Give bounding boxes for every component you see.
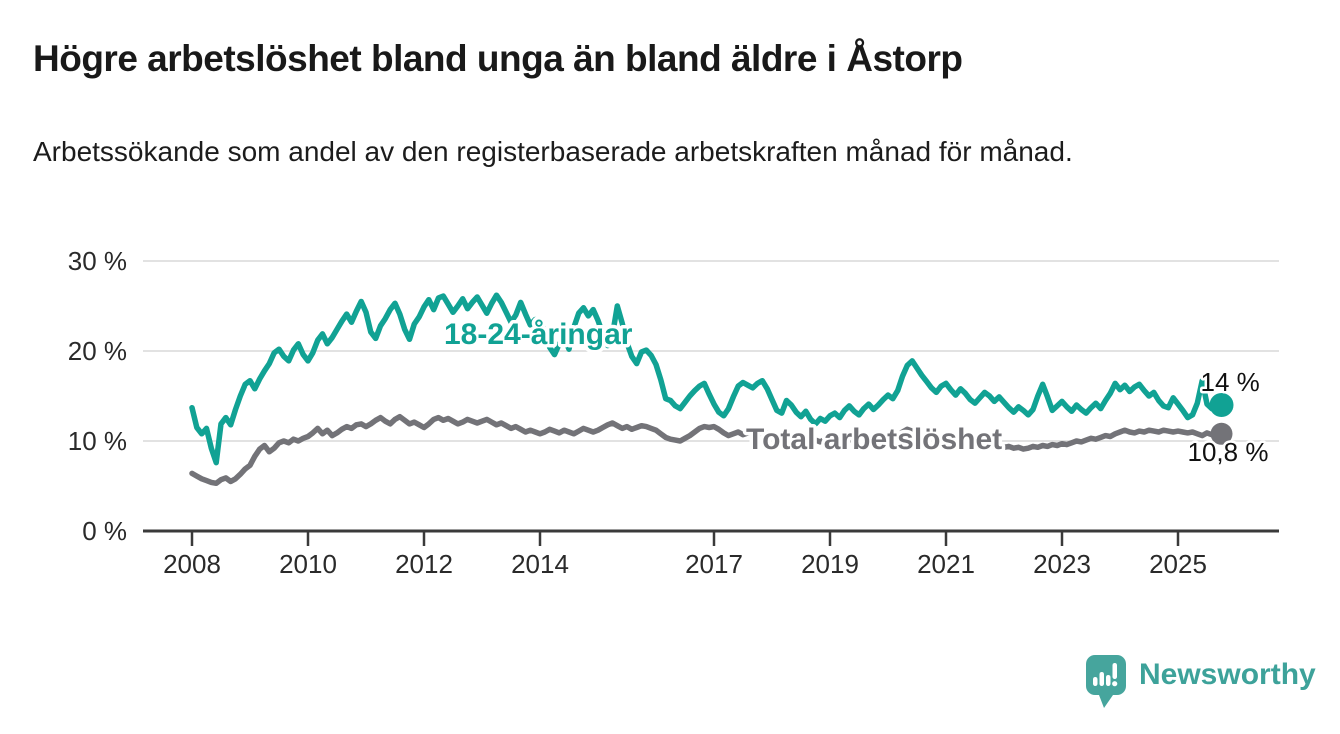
x-tick-label: 2008 xyxy=(163,549,221,579)
newsworthy-wordmark: Newsworthy xyxy=(1139,658,1316,691)
newsworthy-logo: Newsworthy xyxy=(1086,655,1316,709)
x-tick-label: 2019 xyxy=(801,549,859,579)
y-tick-label: 20 % xyxy=(68,336,127,366)
series-end-dot-1 xyxy=(1210,422,1233,445)
series-label-0: 18-24-åringar xyxy=(444,318,633,351)
x-tick-label: 2023 xyxy=(1033,549,1091,579)
series-line-1 xyxy=(189,413,1225,487)
y-tick-label: 30 % xyxy=(68,246,127,276)
newsworthy-icon xyxy=(1086,655,1126,708)
x-tick-label: 2017 xyxy=(685,549,743,579)
x-tick-label: 2025 xyxy=(1149,549,1207,579)
x-tick-label: 2010 xyxy=(279,549,337,579)
y-tick-label: 0 % xyxy=(82,516,127,546)
end-value-label-0: 14 % xyxy=(1201,367,1260,397)
end-value-label-1: 10,8 % xyxy=(1188,437,1269,467)
series-line-0 xyxy=(189,292,1225,466)
chart-subtitle: Arbetssökande som andel av den registerb… xyxy=(33,136,1073,167)
chart-title: Högre arbetslöshet bland unga än bland ä… xyxy=(33,38,963,79)
x-tick-label: 2014 xyxy=(511,549,569,579)
x-tick-label: 2012 xyxy=(395,549,453,579)
x-tick-label: 2021 xyxy=(917,549,975,579)
series-label-1: Total arbetslöshet xyxy=(746,423,1002,456)
series-end-dot-0 xyxy=(1209,393,1234,417)
y-tick-label: 10 % xyxy=(68,426,127,456)
